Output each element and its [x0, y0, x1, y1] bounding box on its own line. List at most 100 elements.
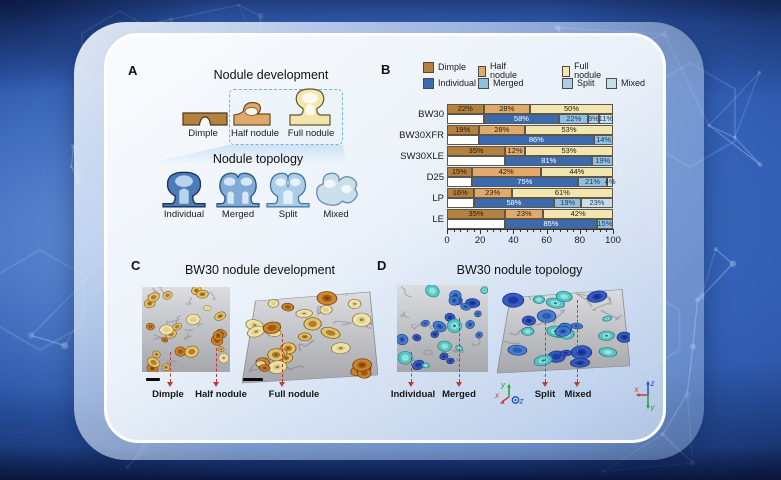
- chart-row-label-LP: LP: [432, 193, 444, 204]
- marker-merged-arrowhead: [456, 382, 462, 387]
- axis-triad-front-view: y x z: [494, 381, 524, 406]
- marker-split-arrowhead: [542, 382, 548, 387]
- bar-BW30XFR-full-nodule: 53%: [525, 125, 613, 135]
- panel-b-letter: B: [381, 62, 391, 77]
- bar-BW30-half-nodule: 28%: [483, 104, 530, 114]
- legend-item-split: Split: [562, 78, 595, 89]
- panel-a-letter: A: [128, 63, 138, 78]
- axis-y-label: y: [500, 381, 506, 390]
- panel-d-letter: D: [377, 258, 387, 273]
- image-label-split: Split: [534, 389, 556, 400]
- bar-SW30XLE-full-nodule: 53%: [525, 146, 613, 156]
- axis-z-label: z: [519, 397, 524, 406]
- micrograph-development-top-view: [142, 287, 230, 372]
- scale-bar-left: [146, 378, 160, 381]
- x-tick-major: [480, 229, 482, 234]
- image-label-mixed: Mixed: [564, 389, 592, 400]
- bar-LE-offset: [447, 219, 506, 229]
- x-tick-label: 0: [444, 235, 450, 246]
- x-tick-minor: [553, 229, 555, 232]
- topo-label-merged: Merged: [221, 209, 255, 220]
- x-tick-major: [613, 229, 614, 234]
- bar-BW30XFR-half-nodule: 28%: [478, 125, 525, 135]
- micrograph-development-tilted-view: [242, 291, 378, 384]
- image-label-half-nodule: Half nodule: [195, 389, 247, 400]
- legend-label: Mixed: [621, 78, 646, 88]
- bar-D25-mixed: 4%: [604, 177, 616, 187]
- panel-a-topo-title: Nodule topology: [212, 152, 304, 166]
- mixed-topology-shape: [316, 172, 358, 206]
- marker-half-nodule-arrowhead: [213, 382, 219, 387]
- chart-row-label-LE: LE: [432, 214, 444, 225]
- x-tick-minor: [573, 229, 575, 232]
- marker-individual: [411, 352, 412, 382]
- bar-BW30-dimple: 22%: [447, 104, 484, 114]
- bar-BW30-split: 8%: [587, 114, 599, 124]
- legend-swatch-merged: [478, 78, 489, 89]
- x-tick-minor: [493, 229, 495, 232]
- x-tick-minor: [559, 229, 561, 232]
- x-tick-major: [579, 229, 581, 234]
- legend-item-individual: Individual: [423, 78, 476, 89]
- legend-label: Merged: [493, 78, 524, 88]
- half-nodule-shape: [233, 101, 271, 126]
- x-tick-minor: [539, 229, 541, 232]
- chart-row-label-BW30: BW30: [418, 109, 444, 120]
- marker-split: [545, 322, 546, 382]
- bar-LE-full-nodule: 42%: [543, 209, 613, 219]
- bar-LP-dimple: 16%: [447, 188, 474, 198]
- x-tick-label: 20: [474, 235, 486, 246]
- bar-SW30XLE-dimple: 35%: [447, 146, 506, 156]
- legend-swatch-dimple: [423, 62, 434, 73]
- axis-x-label: x: [494, 391, 500, 400]
- legend-label: Dimple: [438, 62, 467, 72]
- topo-label-split: Split: [278, 209, 298, 220]
- bar-D25-offset: [447, 177, 472, 187]
- panel-c-letter: C: [131, 258, 141, 273]
- marker-dimple: [170, 352, 171, 382]
- chart-row-label-D25: D25: [426, 172, 444, 183]
- bar-BW30XFR-individual: 86%: [478, 135, 595, 145]
- bar-LE-half-nodule: 23%: [505, 209, 544, 219]
- bar-LP-individual: 58%: [473, 198, 555, 208]
- image-label-dimple: Dimple: [152, 389, 184, 400]
- x-tick-major: [546, 229, 548, 234]
- x-tick-major: [447, 229, 448, 234]
- image-label-individual: Individual: [390, 389, 436, 400]
- bar-BW30-merged: 22%: [559, 114, 589, 124]
- legend-item-dimple: Dimple: [423, 62, 466, 73]
- legend-swatch-split: [562, 78, 573, 89]
- bar-LE-individual: 85%: [505, 219, 597, 229]
- bar-D25-full-nodule: 44%: [540, 167, 613, 177]
- panel-a-dev-title: Nodule development: [213, 68, 329, 82]
- legend-swatch-half-nodule: [478, 65, 486, 77]
- x-tick-label: 80: [574, 235, 586, 246]
- x-tick-minor: [586, 229, 588, 232]
- x-tick-major: [513, 229, 515, 234]
- individual-topology-shape: [162, 171, 206, 208]
- legend-swatch-full-nodule: [562, 65, 571, 77]
- legend-swatch-mixed: [606, 78, 617, 89]
- dimple-shape: [182, 112, 228, 126]
- bar-BW30-mixed: 11%: [598, 114, 614, 124]
- x-tick-minor: [599, 229, 601, 232]
- legend-item-merged: Merged: [478, 78, 524, 89]
- image-label-merged: Merged: [442, 389, 476, 400]
- x-tick-minor: [533, 229, 535, 232]
- legend-label: Split: [577, 78, 595, 88]
- dev-label-full-nodule: Full nodule: [287, 128, 335, 139]
- bar-BW30-individual: 58%: [483, 114, 560, 124]
- bar-D25-individual: 75%: [471, 177, 578, 187]
- marker-half-nodule: [216, 348, 217, 382]
- marker-mixed: [577, 300, 578, 382]
- x-tick-minor: [566, 229, 568, 232]
- axis-z-label: z: [650, 379, 655, 388]
- x-tick-minor: [466, 229, 468, 232]
- micrograph-topology-tilted-view: [497, 289, 630, 374]
- chart-row-label-SW30XLE: SW30XLE: [400, 151, 444, 162]
- legend-swatch-individual: [423, 78, 434, 89]
- marker-merged: [459, 318, 460, 382]
- figure-card: [104, 33, 666, 443]
- panel-c-title: BW30 nodule development: [184, 263, 336, 277]
